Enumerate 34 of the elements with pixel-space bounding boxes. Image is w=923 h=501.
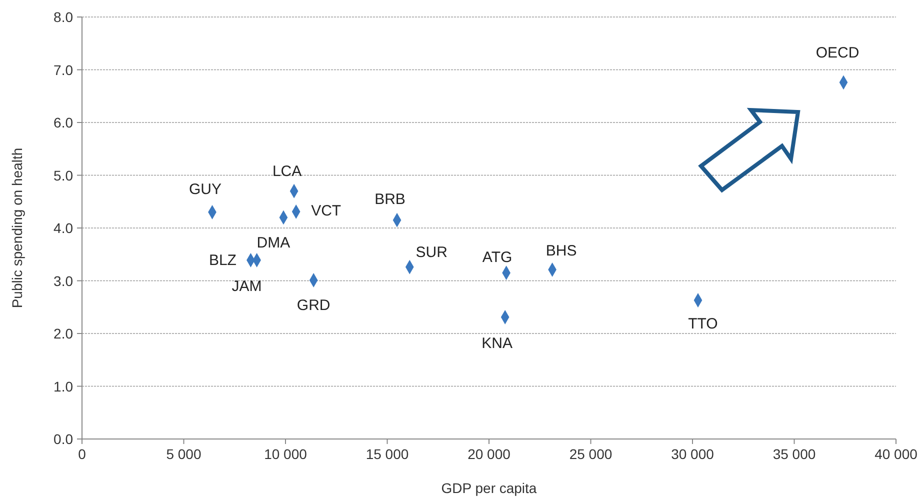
annotation: VCT [311,202,342,220]
x-axis-title: GDP per capita [441,480,537,496]
y-tick-label: 5.0 [54,167,74,184]
y-tick-label: 8.0 [54,9,74,25]
annotation: TTO [688,315,718,332]
annotation: BLZ [208,252,236,270]
y-tick-label: 7.0 [54,62,74,78]
x-tick-label: 35 000 [772,446,816,462]
annotation: ATG [482,248,512,266]
annotation: JAM [232,278,262,296]
x-tick-label: 25 000 [569,446,612,462]
annotation: GUY [188,181,222,198]
y-tick-label: 6.0 [54,114,74,130]
x-tick-label: 0 [78,446,86,462]
y-axis-title: Public spending on health [9,148,25,308]
annotation: KNA [482,335,512,352]
annotation: DMA [256,234,290,252]
annotation: BRB [374,191,406,208]
y-tick-label: 4.0 [54,220,74,236]
annotation: SUR [416,244,448,262]
x-tick-label: 40 000 [874,446,918,462]
y-tick-label: 3.0 [54,272,74,289]
annotation: BHS [546,242,577,260]
y-tick-label: 2.0 [54,326,74,342]
x-tick-label: 30 000 [671,446,714,462]
x-tick-label: 10 000 [264,446,308,462]
x-tick-label: 15 000 [366,446,409,462]
x-tick-label: 5 000 [166,446,202,462]
annotation: LCA [272,163,302,180]
y-tick-label: 0.0 [54,431,74,447]
y-tick-label: 1.0 [54,378,74,394]
x-tick-label: 20 000 [468,446,511,462]
annotation: OECD [816,44,860,62]
annotation: GRD [296,297,330,314]
